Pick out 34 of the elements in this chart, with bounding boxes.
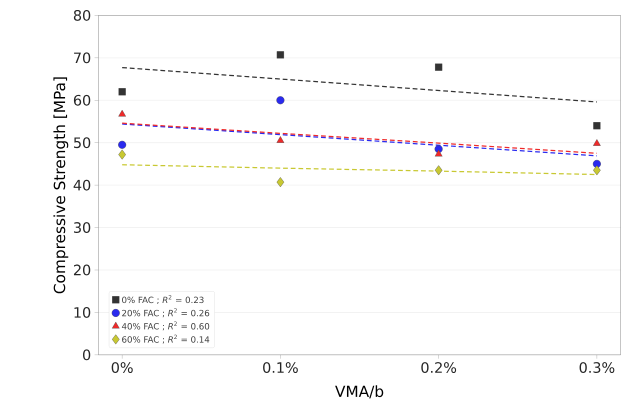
legend-label: 60% FAC ; R$^{2}$ = 0.14 xyxy=(122,334,210,344)
x-tick-label: 0% xyxy=(112,362,133,373)
point xyxy=(118,140,126,149)
point xyxy=(118,149,126,160)
x-tick-label: 0.1% xyxy=(263,362,298,373)
x-tick-label: 0.3% xyxy=(580,362,614,373)
point xyxy=(434,150,442,156)
y-tick-label: 20 xyxy=(74,264,90,276)
y-tick-label: 60 xyxy=(74,94,90,106)
y-tick-label: 30 xyxy=(74,222,90,233)
point xyxy=(118,110,126,116)
y-tick-label: 0 xyxy=(83,349,90,360)
point xyxy=(276,136,284,143)
legend-label: 40% FAC ; R$^{2}$ = 0.60 xyxy=(122,321,210,330)
point xyxy=(593,122,601,130)
x-tick-label: 0.2% xyxy=(421,362,456,373)
y-axis-title: Compressive Strength [MPa] xyxy=(53,77,68,294)
y-tick-label: 10 xyxy=(74,306,90,318)
point xyxy=(276,96,284,104)
point xyxy=(434,165,442,176)
point xyxy=(434,63,442,71)
point xyxy=(276,50,284,58)
y-tick-label: 40 xyxy=(74,179,90,190)
y-tick-label: 80 xyxy=(74,10,90,21)
x-axis-title: VMA/b xyxy=(335,385,384,398)
point xyxy=(593,165,601,176)
y-tick-label: 50 xyxy=(74,137,90,148)
point xyxy=(592,160,601,168)
legend-label: 20% FAC ; R$^{2}$ = 0.26 xyxy=(122,308,210,318)
legend-label: 0% FAC ; R$^{2}$ = 0.23 xyxy=(122,294,204,304)
point xyxy=(593,138,601,146)
point xyxy=(118,88,126,96)
point xyxy=(276,176,284,187)
y-tick-label: 70 xyxy=(74,52,90,64)
